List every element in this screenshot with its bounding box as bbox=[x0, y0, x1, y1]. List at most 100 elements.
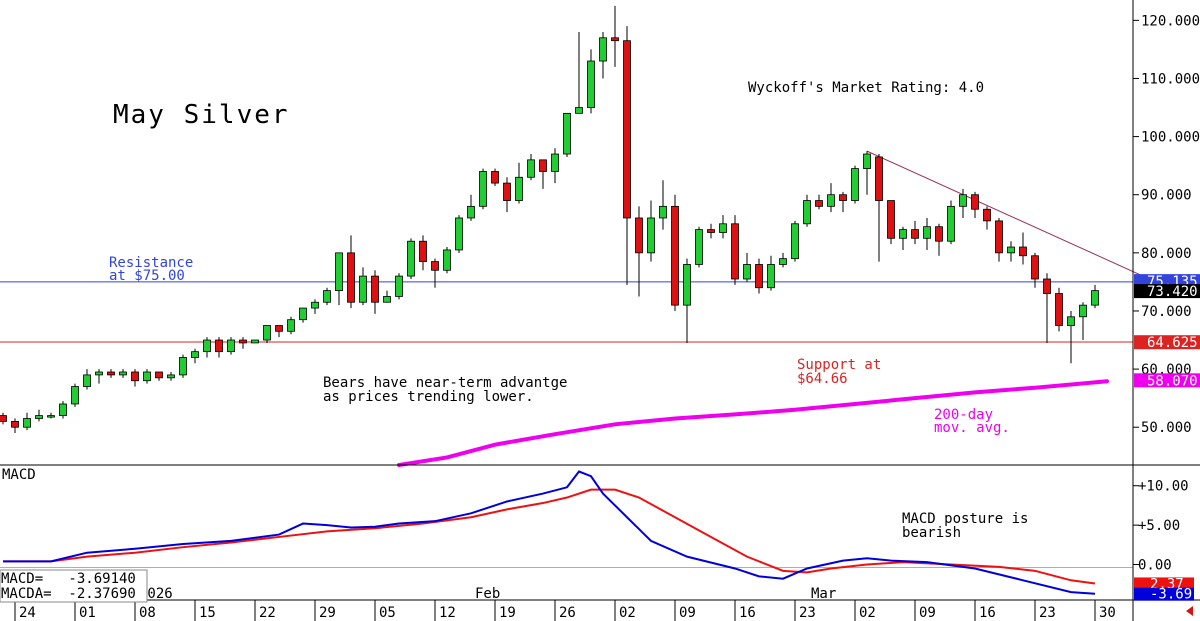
candle-body bbox=[11, 421, 19, 428]
candle bbox=[287, 316, 295, 335]
candle-body bbox=[1091, 290, 1099, 306]
candle-body bbox=[227, 339, 235, 353]
candle bbox=[371, 270, 379, 314]
date-tick-label: 23 bbox=[799, 605, 816, 621]
chart-title: May Silver bbox=[113, 100, 290, 130]
candle-body bbox=[635, 217, 643, 254]
candle-body bbox=[539, 159, 547, 172]
candle-body bbox=[899, 229, 907, 239]
candle bbox=[923, 217, 931, 250]
price-tick-label: 80.000 bbox=[1141, 246, 1192, 262]
support-label-line1: Support at bbox=[797, 357, 881, 373]
candle-body bbox=[971, 194, 979, 210]
candle bbox=[563, 112, 571, 157]
candle-body bbox=[0, 415, 7, 422]
candle bbox=[875, 154, 883, 262]
price-tick-label: 70.000 bbox=[1141, 304, 1192, 320]
candle bbox=[539, 159, 547, 189]
candle bbox=[1031, 252, 1039, 288]
macd-readout: MACD= -3.69140 bbox=[1, 571, 136, 587]
macd-line bbox=[3, 470, 1096, 595]
price-tick-label: 100.000 bbox=[1141, 130, 1200, 146]
candle bbox=[71, 383, 79, 407]
candle bbox=[695, 226, 703, 268]
price-tick-label: 50.000 bbox=[1141, 420, 1192, 436]
candle-body bbox=[155, 371, 163, 379]
date-tick-label: 02 bbox=[859, 605, 876, 621]
candle bbox=[35, 409, 43, 422]
candle-body bbox=[419, 240, 427, 262]
price-tick-label: 120.000 bbox=[1141, 13, 1200, 29]
candle-body bbox=[407, 240, 415, 277]
macd-tick-label: +5.00 bbox=[1138, 518, 1180, 534]
bears-note-line2: as prices trending lower. bbox=[323, 389, 534, 405]
candle bbox=[443, 247, 451, 274]
candle-body bbox=[215, 339, 223, 353]
price-tick-label: 110.000 bbox=[1141, 71, 1200, 87]
candle bbox=[503, 177, 511, 213]
trendline bbox=[866, 150, 1180, 293]
candle-body bbox=[1067, 316, 1075, 326]
candle-body bbox=[299, 307, 307, 321]
macd-readout-box bbox=[0, 569, 148, 603]
candle-body bbox=[1031, 255, 1039, 280]
price-tag-bg bbox=[1134, 284, 1200, 299]
candle-body bbox=[287, 319, 295, 332]
date-tick-label: 16 bbox=[979, 605, 996, 621]
candle bbox=[887, 200, 895, 245]
candle bbox=[683, 258, 691, 343]
candle-body bbox=[107, 371, 115, 376]
candle-body bbox=[251, 339, 259, 344]
price-tag-bg bbox=[1134, 335, 1200, 350]
candle bbox=[995, 217, 1003, 262]
macd-note-line1: MACD posture is bbox=[902, 511, 1028, 527]
candle-body bbox=[1055, 293, 1063, 326]
scroll-left-arrow-icon[interactable] bbox=[1186, 606, 1193, 616]
candle-body bbox=[491, 171, 499, 184]
candle-body bbox=[83, 374, 91, 387]
candle bbox=[983, 206, 991, 230]
candle bbox=[299, 307, 307, 323]
candle-body bbox=[179, 357, 187, 376]
candle-body bbox=[863, 153, 871, 169]
date-tick-label: 01 bbox=[79, 605, 96, 621]
candle-body bbox=[719, 223, 727, 233]
candle-body bbox=[779, 258, 787, 265]
candle-body bbox=[191, 351, 199, 358]
candle bbox=[791, 220, 799, 262]
candle bbox=[827, 183, 835, 213]
candle-body bbox=[275, 325, 283, 332]
candle-body bbox=[479, 171, 487, 207]
candle bbox=[1007, 241, 1015, 262]
candle-body bbox=[1019, 246, 1027, 257]
candle bbox=[1079, 302, 1087, 341]
candle bbox=[23, 412, 31, 431]
candle bbox=[47, 412, 55, 419]
candle bbox=[1055, 287, 1063, 332]
candle bbox=[383, 290, 391, 303]
macd-tick-label: +10.00 bbox=[1138, 479, 1189, 495]
candle bbox=[767, 255, 775, 291]
candle-body bbox=[923, 226, 931, 239]
candle-body bbox=[203, 339, 211, 353]
candle-body bbox=[95, 371, 103, 376]
candle bbox=[815, 194, 823, 210]
candle bbox=[803, 194, 811, 227]
candle-body bbox=[851, 168, 859, 201]
candle bbox=[0, 412, 7, 425]
candle bbox=[971, 191, 979, 218]
candle-body bbox=[167, 374, 175, 379]
candle bbox=[647, 200, 655, 262]
candle bbox=[227, 337, 235, 355]
candle bbox=[659, 180, 667, 230]
macd-panel-label: MACD bbox=[2, 467, 36, 483]
candle bbox=[551, 148, 559, 184]
month-label: Feb bbox=[475, 586, 500, 602]
candle bbox=[467, 194, 475, 221]
date-tick-label: 23 bbox=[1039, 605, 1056, 621]
candle bbox=[491, 168, 499, 186]
macd-note-line2: bearish bbox=[902, 525, 961, 541]
candle-body bbox=[455, 217, 463, 251]
date-tick-label: 09 bbox=[919, 605, 936, 621]
candle bbox=[251, 339, 259, 344]
